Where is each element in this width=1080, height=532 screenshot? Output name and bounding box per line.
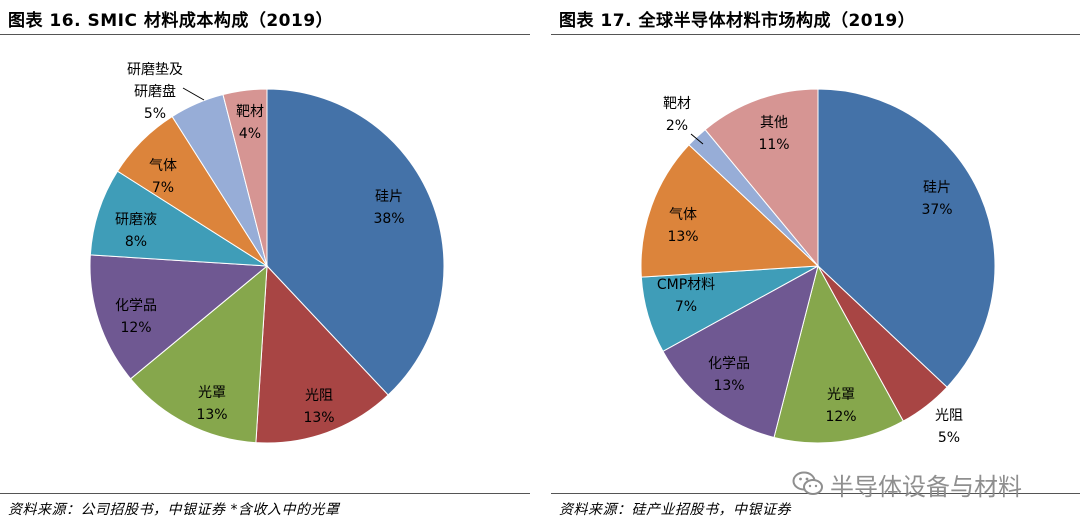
slice-percent: 5% <box>144 106 166 122</box>
slice-name: 化学品 <box>708 356 750 372</box>
slice-label: 光阻 13% <box>303 388 334 426</box>
slice-name: 化学品 <box>115 298 157 314</box>
title-divider <box>0 34 530 35</box>
slice-percent: 38% <box>373 211 404 227</box>
slice-label: 研磨液 8% <box>115 212 157 250</box>
source-divider <box>0 493 530 494</box>
slice-percent: 12% <box>825 409 856 425</box>
slice-label: 其他 11% <box>758 115 789 153</box>
slice-name: 研磨液 <box>115 212 157 228</box>
pie-slice <box>89 254 269 380</box>
source-note: 资料来源：硅产业招股书，中银证券 <box>559 502 791 518</box>
slice-name: 研磨垫及 <box>127 62 183 78</box>
slice-label: 研磨垫及研磨盘 5% <box>127 62 183 122</box>
slice-name: 光罩 <box>827 387 855 403</box>
slice-percent: 7% <box>675 299 697 315</box>
slice-label: 光罩 12% <box>825 387 856 425</box>
slice-percent: 8% <box>125 234 147 250</box>
pie-slice <box>773 264 904 444</box>
slice-percent: 13% <box>303 410 334 426</box>
slice-label: 气体 7% <box>149 158 177 196</box>
watermark: 半导体设备与材料 <box>792 466 1022 502</box>
slice-name: 气体 <box>149 158 177 174</box>
chart-title: 图表 16. SMIC 材料成本构成（2019） <box>8 11 334 31</box>
slice-label: 化学品 13% <box>708 356 750 394</box>
pie-slice <box>129 264 268 444</box>
pie-slice <box>255 264 389 444</box>
slice-name: 其他 <box>760 115 788 131</box>
slice-percent: 2% <box>666 118 688 134</box>
slice-label: 光罩 13% <box>196 385 227 423</box>
watermark-text: 半导体设备与材料 <box>830 472 1022 501</box>
slice-name: CMP材料 <box>657 277 715 293</box>
slice-name: 气体 <box>669 207 697 223</box>
pie-slice <box>222 88 268 267</box>
slice-percent: 11% <box>758 137 789 153</box>
slice-name: 光阻 <box>305 388 333 404</box>
slice-percent: 12% <box>120 320 151 336</box>
wechat-icon <box>792 471 823 495</box>
slice-name: 硅片 <box>923 180 951 196</box>
chart-panel-global: 图表 17. 全球半导体材料市场构成（2019） 硅片 37% 光阻 5% 光罩 12% 化… <box>551 0 1080 532</box>
pie-slice <box>640 144 820 278</box>
leader-line <box>182 87 205 101</box>
leader-line <box>690 133 704 145</box>
slice-percent: 13% <box>713 378 744 394</box>
slice-percent: 7% <box>152 180 174 196</box>
slice-label: 靶材 4% <box>236 104 264 142</box>
chart-title: 图表 17. 全球半导体材料市场构成（2019） <box>559 11 916 31</box>
source-note: 资料来源：公司招股书，中银证券 *含收入中的光罩 <box>8 502 340 518</box>
slice-name: 靶材 <box>663 96 691 112</box>
slice-label: CMP材料 7% <box>657 277 715 315</box>
chart-panel-smic: 图表 16. SMIC 材料成本构成（2019） 硅片 38% 光阻 13% 光罩 13%… <box>0 0 530 532</box>
slice-name: 硅片 <box>375 189 403 205</box>
slice-name: 靶材 <box>236 104 264 120</box>
pie-chart-global: 硅片 37% 光阻 5% 光罩 12% 化学品 13% CMP材料 7% 气体 13% 靶材 2% 其他 11… <box>640 88 996 446</box>
slice-label: 硅片 37% <box>921 180 952 218</box>
slice-name: 光阻 <box>935 408 963 424</box>
pie-slice <box>89 170 268 267</box>
slice-name: 光罩 <box>198 385 226 401</box>
slice-label: 化学品 12% <box>115 298 157 336</box>
pie-slice <box>662 265 819 439</box>
slice-label: 气体 13% <box>667 207 698 245</box>
slice-label: 靶材 2% <box>663 96 691 134</box>
slice-percent: 5% <box>938 430 960 446</box>
pie-slice <box>266 88 445 396</box>
slice-percent: 13% <box>667 229 698 245</box>
slice-percent: 4% <box>239 126 261 142</box>
slice-label: 光阻 5% <box>935 408 963 446</box>
pie-slice <box>704 88 819 268</box>
pie-chart-smic: 硅片 38% 光阻 13% 光罩 13% 化学品 12% 研磨液 8% 气体 7% 研磨垫及研磨盘 5% 靶… <box>89 62 445 444</box>
slice-label: 硅片 38% <box>373 189 404 227</box>
slice-percent: 37% <box>921 202 952 218</box>
pie-slice <box>817 88 996 388</box>
slice-name: 研磨盘 <box>134 83 176 100</box>
slice-percent: 13% <box>196 407 227 423</box>
title-divider <box>551 34 1080 35</box>
